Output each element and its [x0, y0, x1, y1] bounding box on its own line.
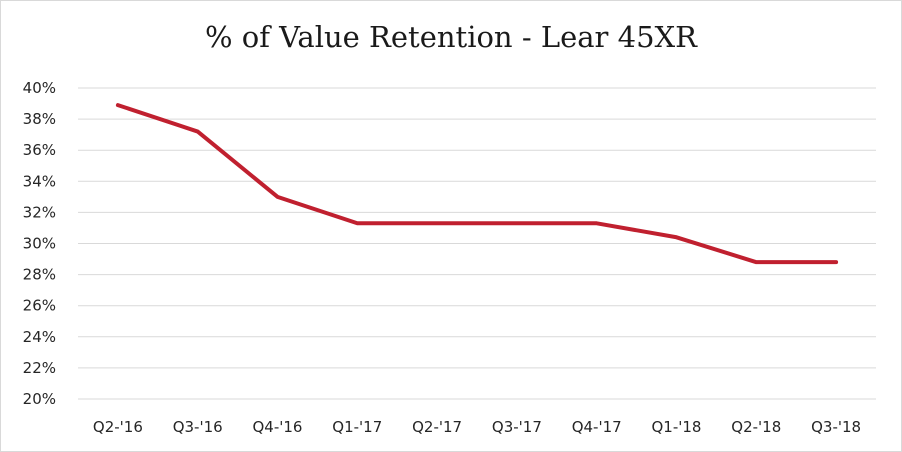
y-tick-label: 34% — [23, 172, 56, 190]
x-tick-label: Q4-'17 — [572, 418, 622, 436]
gridlines — [78, 87, 876, 400]
y-tick-label: 22% — [23, 359, 56, 377]
y-tick-label: 38% — [23, 110, 56, 128]
x-tick-label: Q2-'18 — [731, 418, 781, 436]
y-tick-label: 40% — [23, 79, 56, 97]
x-tick-label: Q1-'17 — [332, 418, 382, 436]
x-tick-label: Q3-'18 — [811, 418, 861, 436]
series-line — [115, 103, 839, 265]
x-tick-label: Q3-'17 — [492, 418, 542, 436]
series-group — [115, 103, 839, 265]
y-tick-label: 28% — [23, 266, 56, 284]
x-tick-label: Q2-'17 — [412, 418, 462, 436]
y-tick-label: 32% — [23, 203, 56, 221]
y-tick-label: 24% — [23, 328, 56, 346]
y-tick-label: 30% — [23, 235, 56, 253]
y-axis-ticks: 20% 22% 24% 26% 28% 30% 32% 34% 36% 38% 40% — [23, 79, 56, 408]
y-tick-label: 20% — [23, 390, 56, 408]
x-tick-label: Q3-'16 — [173, 418, 223, 436]
x-tick-label: Q1-'18 — [652, 418, 702, 436]
x-tick-label: Q2-'16 — [93, 418, 143, 436]
x-tick-label: Q4-'16 — [253, 418, 303, 436]
chart-title: % of Value Retention - Lear 45XR — [204, 20, 698, 54]
x-axis-ticks: Q2-'16 Q3-'16 Q4-'16 Q1-'17 Q2-'17 Q3-'17 Q4-'… — [93, 418, 861, 436]
y-tick-label: 36% — [23, 141, 56, 159]
y-tick-label: 26% — [23, 297, 56, 315]
